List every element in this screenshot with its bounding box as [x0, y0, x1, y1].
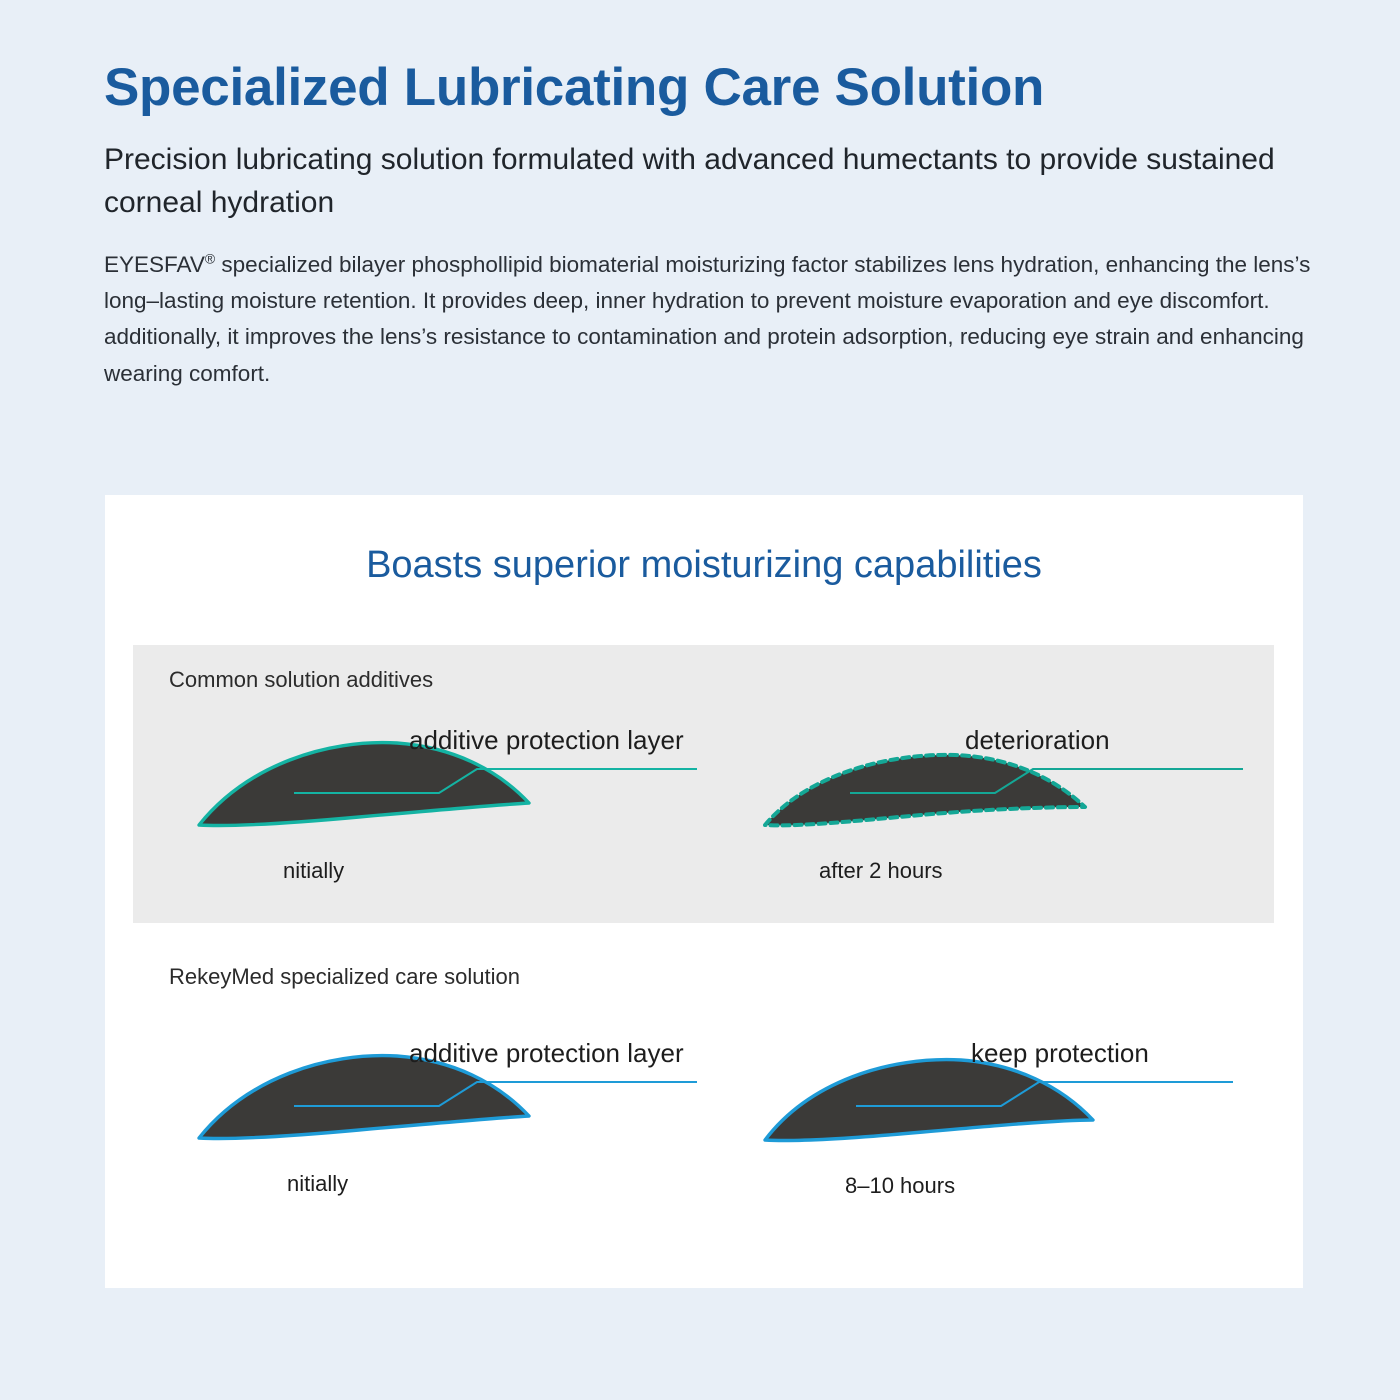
- page-subtitle: Precision lubricating solution formulate…: [104, 143, 1275, 219]
- caption-label: after 2 hours: [819, 858, 943, 883]
- lens-body: [763, 752, 1087, 828]
- diagram-common-initial: additive protection layer nitially: [177, 707, 697, 907]
- diagram-rekeymed-initial: additive protection layer nitially: [177, 1020, 697, 1220]
- registered-mark-icon: ®: [204, 250, 216, 267]
- callout-label: additive protection layer: [409, 1038, 684, 1068]
- caption-label: 8–10 hours: [845, 1173, 956, 1198]
- lens-illustration-rekeymed-initial: [197, 1053, 697, 1141]
- diagram-common-deteriorated: deterioration after 2 hours: [743, 707, 1263, 907]
- card-heading: Boasts superior moisturizing capabilitie…: [366, 544, 1042, 586]
- body-copy: specialized bilayer phosphollipid biomat…: [104, 251, 1311, 386]
- lens-illustration-rekeymed-retained: [763, 1057, 1233, 1143]
- panel-label-common: Common solution additives: [169, 667, 434, 692]
- panel-common-solution: Common solution additives additive prote…: [133, 645, 1274, 923]
- caption-label: nitially: [287, 1171, 349, 1196]
- page-header: Specialized Lubricating Care Solution Pr…: [104, 58, 1334, 392]
- leader-line: [856, 1081, 1233, 1107]
- diagram-rekeymed-retained: keep protection 8–10 hours: [743, 1020, 1263, 1220]
- panel-label-rekeymed: RekeyMed specialized care solution: [169, 964, 520, 989]
- lens-illustration-common-deteriorated: [763, 752, 1243, 828]
- lens-illustration-common-initial: [197, 740, 697, 828]
- panel-rekeymed-solution: RekeyMed specialized care solution addit…: [133, 950, 1274, 1250]
- callout-label: deterioration: [965, 725, 1110, 755]
- page-body-paragraph: EYESFAV® specialized bilayer phosphollip…: [104, 247, 1319, 393]
- lens-body: [197, 740, 531, 828]
- lens-body: [197, 1053, 531, 1141]
- callout-label: additive protection layer: [409, 725, 684, 755]
- brand-name: EYESFAV: [104, 251, 205, 277]
- leader-line: [294, 768, 697, 794]
- caption-label: nitially: [283, 858, 345, 883]
- page-title: Specialized Lubricating Care Solution: [104, 58, 1045, 117]
- leader-line: [850, 768, 1243, 794]
- lens-body: [763, 1057, 1095, 1143]
- callout-label: keep protection: [971, 1038, 1149, 1068]
- leader-line: [294, 1081, 697, 1107]
- comparison-card: Boasts superior moisturizing capabilitie…: [105, 495, 1303, 1288]
